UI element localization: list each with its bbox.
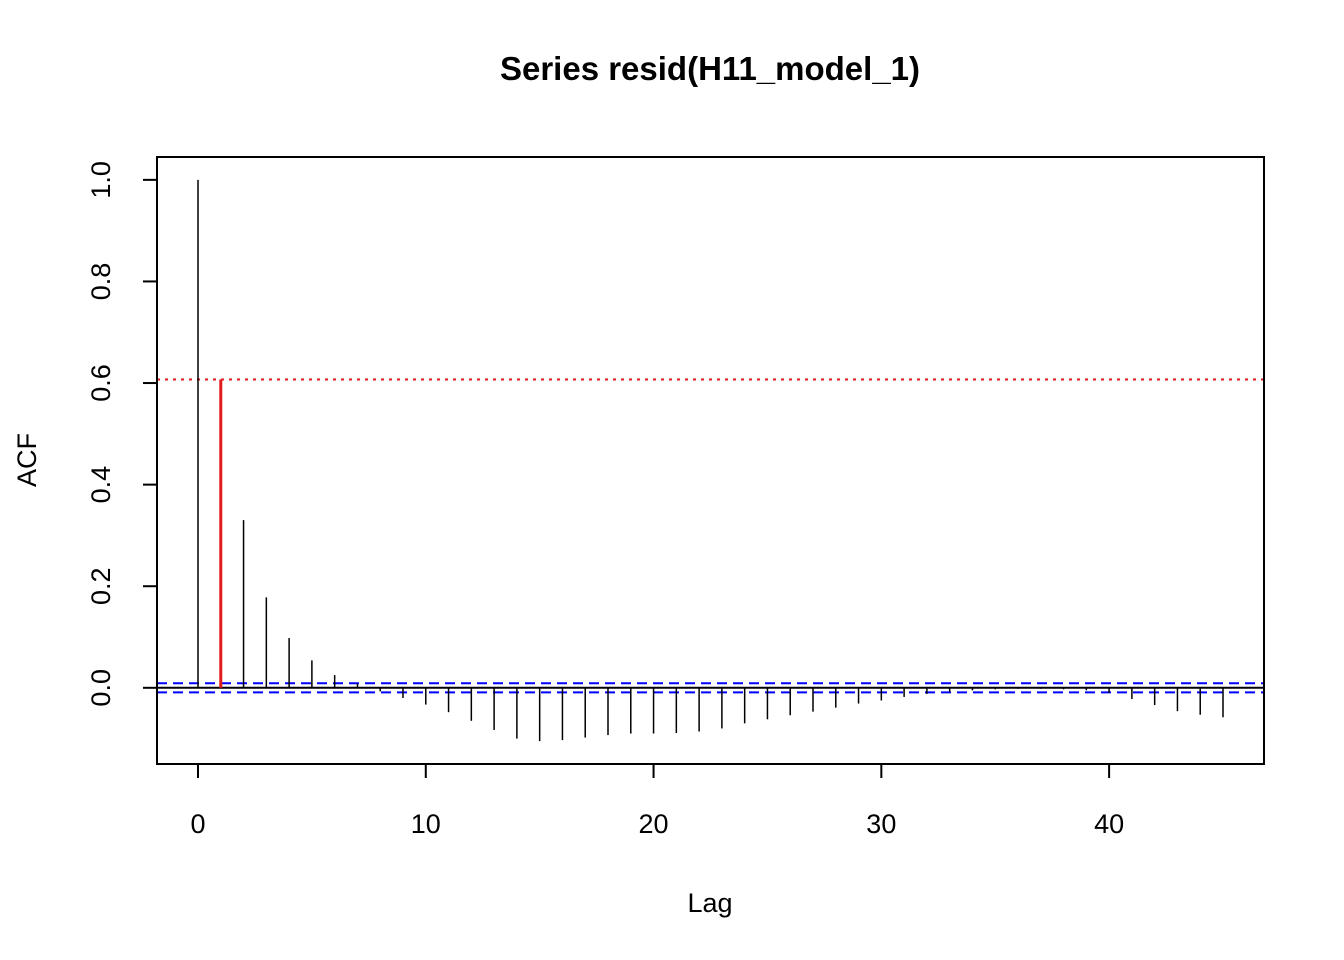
- y-tick-label: 0.6: [86, 364, 116, 402]
- x-axis: 0 10 20 30 40: [190, 763, 1124, 839]
- x-tick-label: 0: [190, 809, 205, 839]
- y-tick-label: 0.8: [86, 263, 116, 301]
- x-tick-label: 30: [866, 809, 896, 839]
- y-axis-label: ACF: [12, 433, 42, 487]
- y-axis: 0.0 0.2 0.4 0.6 0.8 1.0: [86, 161, 158, 707]
- chart-title: Series resid(H11_model_1): [500, 50, 920, 87]
- y-tick-label: 0.2: [86, 567, 116, 605]
- y-tick-label: 1.0: [86, 161, 116, 199]
- x-axis-label: Lag: [687, 888, 732, 918]
- y-tick-label: 0.4: [86, 466, 116, 504]
- x-tick-label: 40: [1094, 809, 1124, 839]
- y-tick-label: 0.0: [86, 669, 116, 707]
- x-tick-label: 10: [411, 809, 441, 839]
- plot-area: [157, 179, 1264, 742]
- plot-frame: [156, 156, 1265, 765]
- x-tick-label: 20: [639, 809, 669, 839]
